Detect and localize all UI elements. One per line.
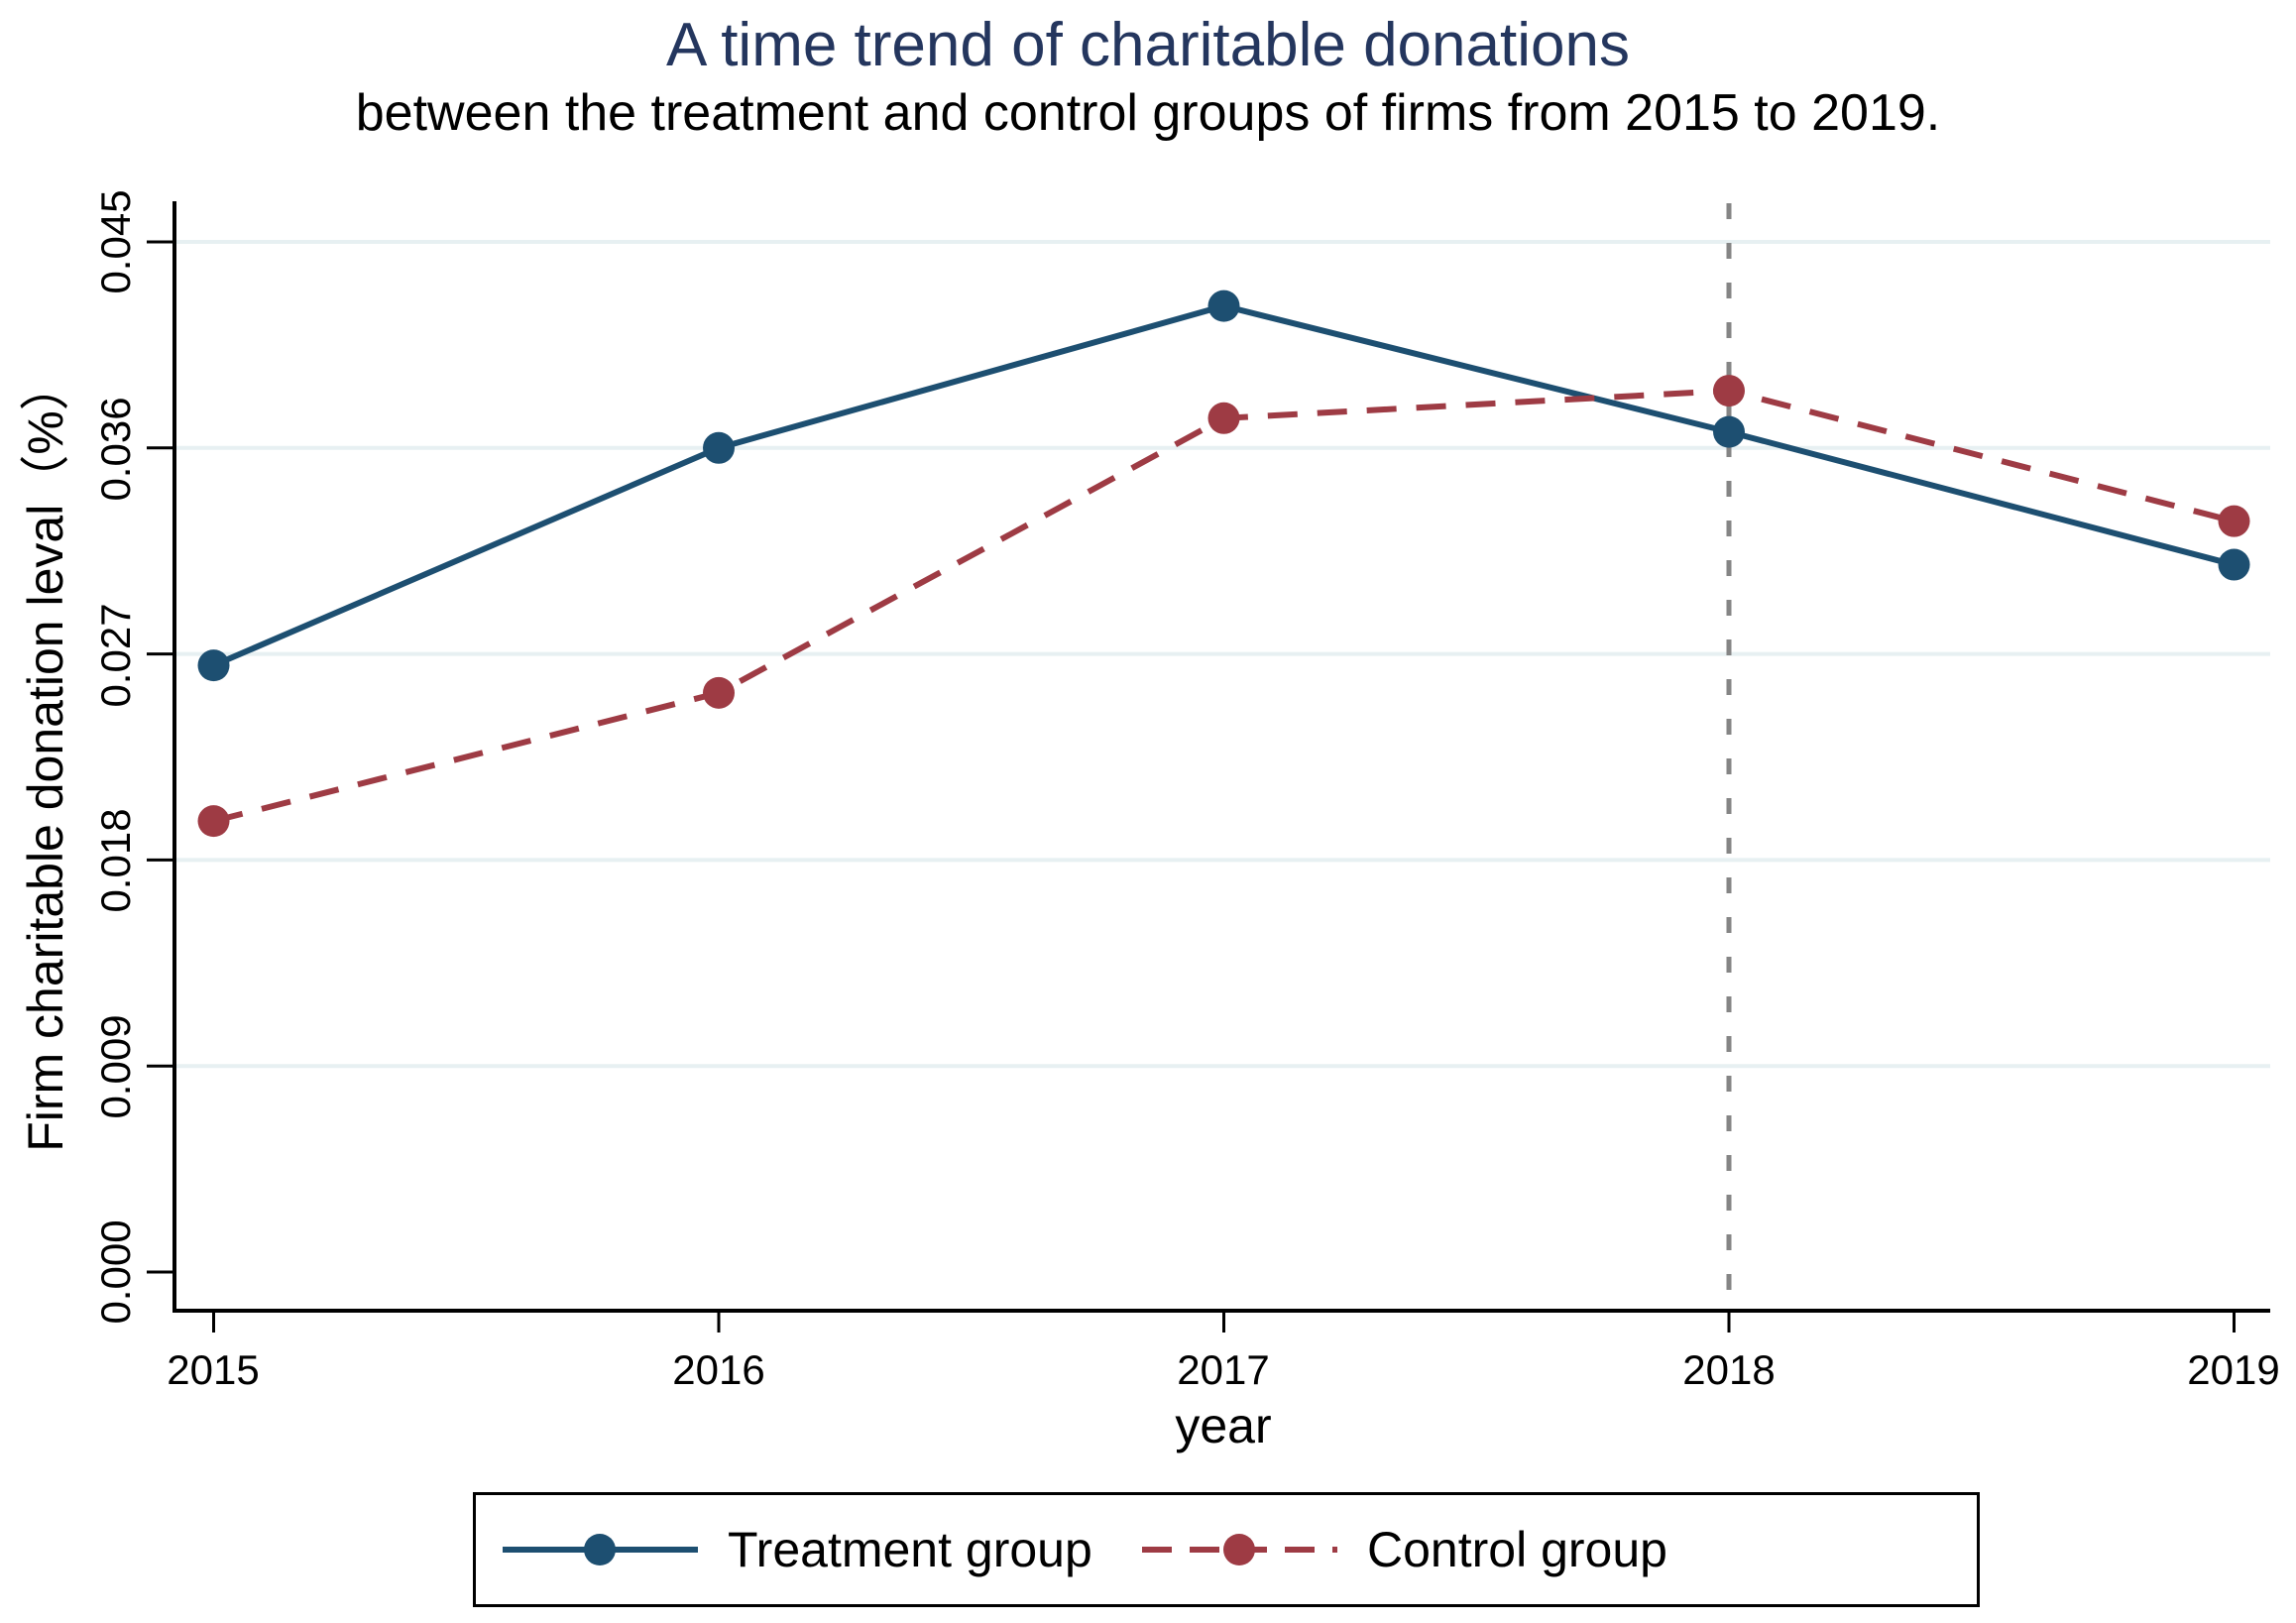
treatment-group-point-2016 — [703, 431, 735, 464]
treatment-group-point-2018 — [1713, 415, 1745, 448]
y-tick-label-0.027: 0.027 — [92, 603, 139, 708]
x-tick-label-2016: 2016 — [672, 1346, 765, 1393]
control-group-point-2018 — [1713, 375, 1745, 407]
y-axis-title: Firm charitable donation leval（%） — [18, 361, 73, 1152]
y-tick-label-0.000: 0.000 — [92, 1219, 139, 1325]
treatment-line-sample — [503, 1534, 698, 1565]
chart-subtitle: between the treatment and control groups… — [355, 84, 1941, 142]
x-tick-label-2017: 2017 — [1177, 1346, 1270, 1393]
control-group-point-2019 — [2218, 505, 2250, 537]
treatment-group-line — [212, 302, 2236, 668]
x-tick-label-2018: 2018 — [1682, 1346, 1776, 1393]
legend-item-treatment: Treatment group — [499, 1495, 1092, 1604]
control-line-sample — [1142, 1534, 1337, 1565]
treatment-group-point-2019 — [2218, 548, 2250, 581]
treatment-group-point-2017 — [1207, 290, 1240, 322]
y-tick-label-0.045: 0.045 — [92, 189, 139, 294]
control-group-point-2017 — [1207, 402, 1240, 434]
x-tick-label-2015: 2015 — [167, 1346, 260, 1393]
legend-box: Treatment group Control group — [473, 1492, 1980, 1607]
control-group-point-2016 — [703, 676, 735, 709]
y-tick-label-0.018: 0.018 — [92, 808, 139, 913]
y-tick-label-0.036: 0.036 — [92, 397, 139, 502]
legend-label-control: Control group — [1367, 1522, 1667, 1577]
x-tick-label-2019: 2019 — [2187, 1346, 2280, 1393]
y-tick-label-0.009: 0.009 — [92, 1014, 139, 1119]
legend-label-treatment: Treatment group — [728, 1522, 1092, 1577]
chart-title: A time trend of charitable donations — [666, 11, 1630, 79]
treatment-group-point-2015 — [197, 649, 230, 682]
control-group-line — [212, 388, 2236, 825]
control-group-point-2015 — [197, 805, 230, 838]
legend-item-control: Control group — [1138, 1495, 1667, 1604]
x-axis-title: year — [1175, 1398, 1272, 1453]
